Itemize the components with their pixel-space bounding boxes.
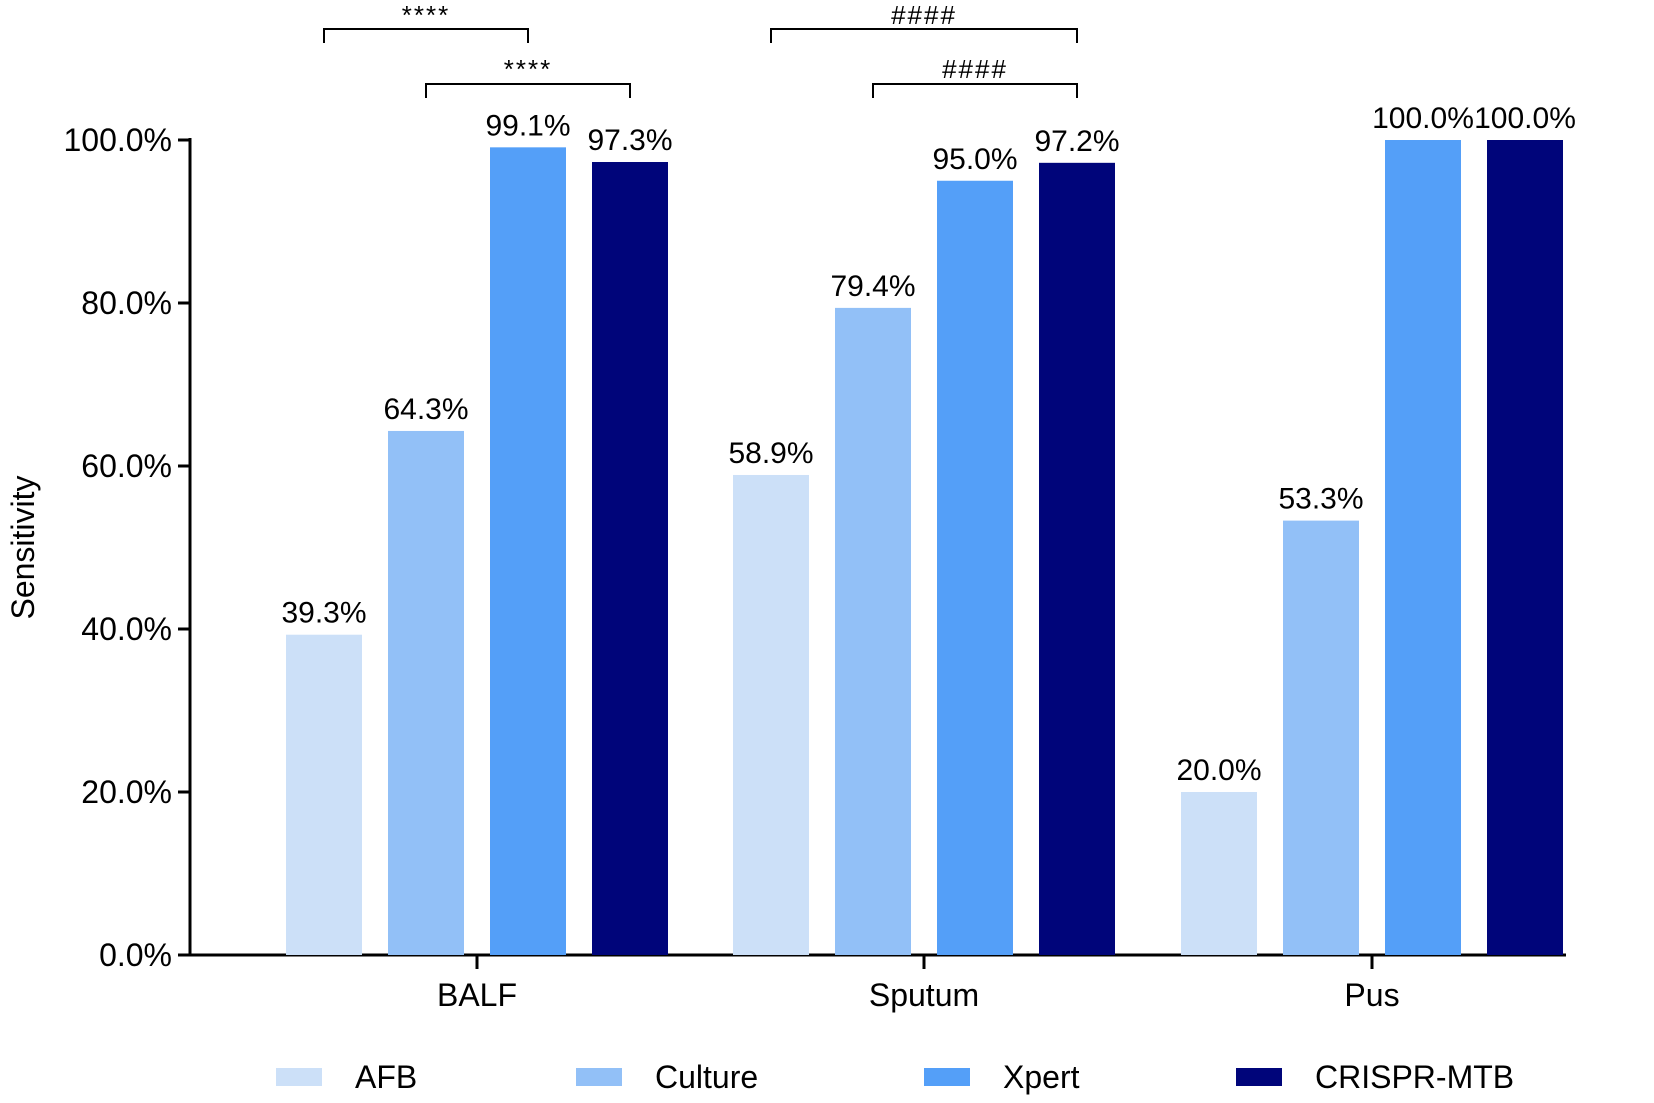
legend-label: AFB xyxy=(355,1059,417,1095)
x-category-label: BALF xyxy=(437,977,517,1013)
significance-label: **** xyxy=(402,0,450,30)
data-labels-group: 39.3% 64.3% 99.1% 97.3% 58.9% 79.4% 95.0% 97.2%… xyxy=(281,102,1575,787)
legend-swatch-culture xyxy=(576,1068,622,1086)
legend: AFB Culture Xpert CRISPR-MTB xyxy=(276,1059,1514,1095)
bar-crispr-mtb xyxy=(592,162,668,955)
bar-xpert xyxy=(1385,140,1461,955)
legend-label: CRISPR-MTB xyxy=(1315,1059,1514,1095)
bar-afb xyxy=(286,634,362,955)
bar-crispr-mtb xyxy=(1039,162,1115,955)
bar-value-label: 97.2% xyxy=(1034,125,1119,158)
significance-bracket xyxy=(425,83,631,98)
bar-value-label: 100.0% xyxy=(1474,102,1576,135)
bar-culture xyxy=(388,430,464,956)
bar-value-label: 39.3% xyxy=(281,597,366,630)
y-tick-label: 20.0% xyxy=(81,774,172,810)
bar-value-label: 64.3% xyxy=(383,393,468,426)
bar-value-label: 58.9% xyxy=(728,437,813,470)
significance-label: #### xyxy=(891,0,957,30)
bars-group xyxy=(286,140,1563,956)
significance-bracket xyxy=(872,83,1078,98)
bar-value-label: 99.1% xyxy=(485,109,570,142)
legend-label: Xpert xyxy=(1003,1059,1080,1095)
bar-value-label: 95.0% xyxy=(932,143,1017,176)
bar-afb xyxy=(1181,792,1257,955)
x-category-label: Sputum xyxy=(869,977,979,1013)
bar-value-label: 20.0% xyxy=(1176,754,1261,787)
legend-swatch-crispr-mtb xyxy=(1236,1068,1282,1086)
y-tick-label: 100.0% xyxy=(63,122,172,158)
bar-culture xyxy=(1283,520,1359,955)
significance-label: #### xyxy=(942,54,1008,84)
y-tick-label: 40.0% xyxy=(81,611,172,647)
bar-value-label: 79.4% xyxy=(830,270,915,303)
bar-xpert xyxy=(490,147,566,955)
bar-xpert xyxy=(937,180,1013,955)
legend-label: Culture xyxy=(655,1059,758,1095)
significance-bracket xyxy=(770,28,1078,43)
bar-value-label: 53.3% xyxy=(1278,483,1363,516)
significance-label: **** xyxy=(504,54,552,84)
y-axis-label: Sensitivity xyxy=(5,475,41,619)
legend-swatch-xpert xyxy=(924,1068,970,1086)
legend-swatch-afb xyxy=(276,1068,322,1086)
bar-afb xyxy=(733,474,809,955)
significance-group: **** **** #### #### xyxy=(323,0,1078,98)
y-tick-label: 80.0% xyxy=(81,285,172,321)
y-tick-label: 60.0% xyxy=(81,448,172,484)
x-category-label: Pus xyxy=(1344,977,1399,1013)
significance-bracket xyxy=(323,28,529,43)
bar-value-label: 100.0% xyxy=(1372,102,1474,135)
axes-group: 0.0% 20.0% 40.0% 60.0% 80.0% 100.0% Sensitivit… xyxy=(5,122,1566,1013)
bar-culture xyxy=(835,307,911,955)
bar-value-label: 97.3% xyxy=(587,124,672,157)
y-tick-label: 0.0% xyxy=(99,937,172,973)
bar-crispr-mtb xyxy=(1487,140,1563,955)
